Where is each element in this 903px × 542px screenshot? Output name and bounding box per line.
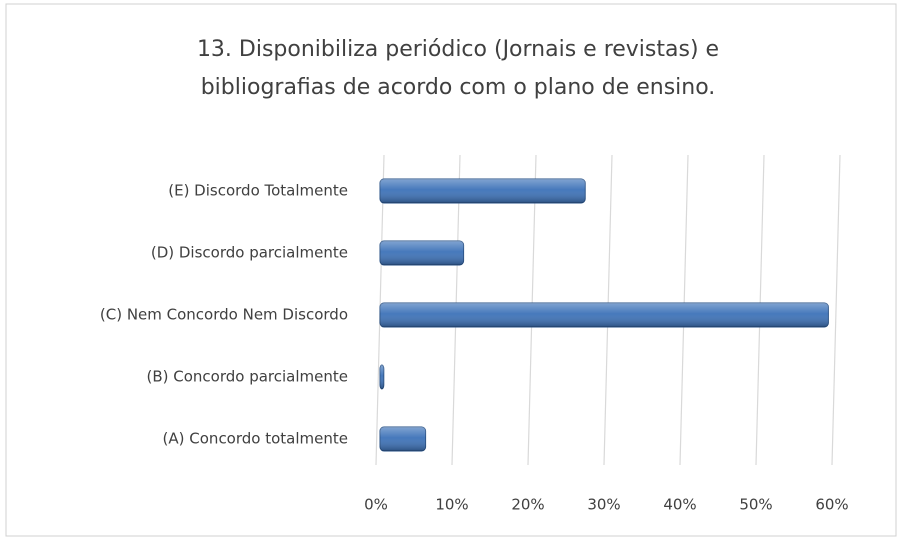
y-tick-label: (A) Concordo totalmente bbox=[163, 430, 348, 448]
y-tick-label: (E) Discordo Totalmente bbox=[168, 182, 348, 200]
x-tick-label: 50% bbox=[739, 496, 772, 514]
bar-shade bbox=[380, 427, 426, 451]
x-tick-label: 0% bbox=[364, 496, 388, 514]
y-tick-label: (C) Nem Concordo Nem Discordo bbox=[100, 306, 348, 324]
y-tick-label: (B) Concordo parcialmente bbox=[147, 368, 349, 386]
x-tick-label: 40% bbox=[663, 496, 696, 514]
bar-shade bbox=[380, 179, 586, 203]
chart-title: 13. Disponibiliza periódico (Jornais e r… bbox=[197, 37, 719, 62]
x-tick-label: 20% bbox=[511, 496, 544, 514]
x-tick-label: 60% bbox=[815, 496, 848, 514]
x-tick-label: 30% bbox=[587, 496, 620, 514]
x-tick-label: 10% bbox=[435, 496, 468, 514]
chart-title: bibliografias de acordo com o plano de e… bbox=[201, 75, 716, 100]
chart-frame bbox=[5, 3, 897, 537]
y-tick-label: (D) Discordo parcialmente bbox=[151, 244, 348, 262]
bar-shade bbox=[380, 365, 384, 389]
bar-shade bbox=[380, 303, 829, 327]
bar-shade bbox=[380, 241, 464, 265]
grid-line bbox=[831, 154, 841, 466]
